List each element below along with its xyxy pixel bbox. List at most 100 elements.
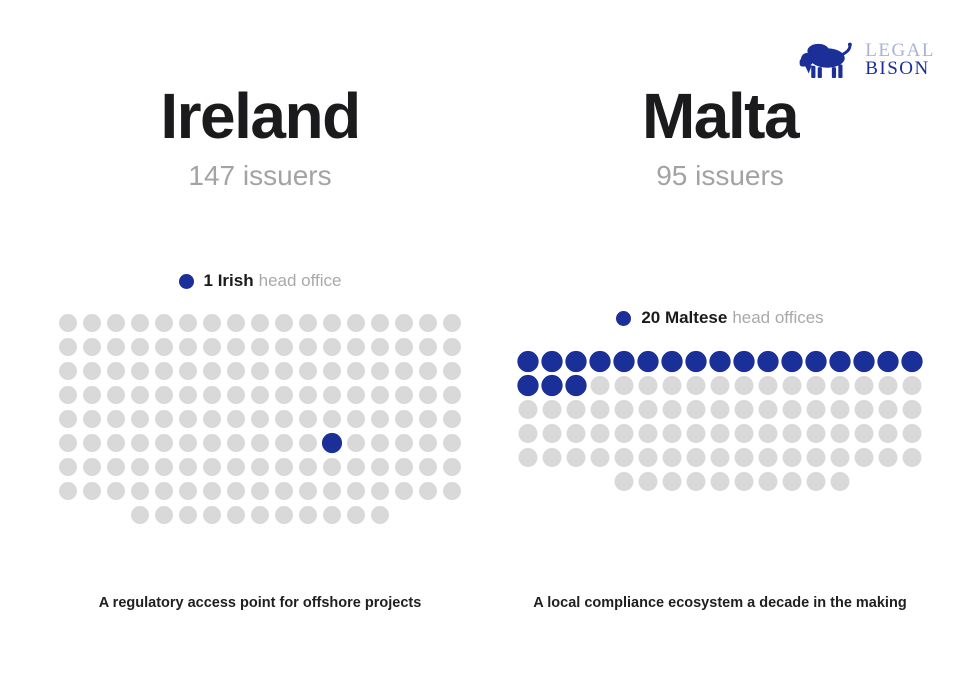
unit-dot <box>614 472 634 491</box>
unit-dot <box>59 338 77 356</box>
unit-dot <box>227 434 245 452</box>
unit-dot <box>854 424 874 443</box>
unit-dot <box>902 448 922 467</box>
legend-ireland: 1 Irish head office <box>15 271 505 291</box>
unit-dot <box>131 362 149 380</box>
unit-dot <box>686 448 706 467</box>
unit-dot <box>107 338 125 356</box>
unit-dot <box>782 376 802 395</box>
unit-dot <box>419 458 437 476</box>
unit-dot-highlight <box>541 350 563 373</box>
unit-dot <box>758 424 778 443</box>
unit-dot <box>662 424 682 443</box>
unit-dot <box>227 458 245 476</box>
unit-dot <box>710 376 730 395</box>
unit-dot <box>371 506 389 524</box>
unit-dot <box>854 400 874 419</box>
unit-dot <box>710 400 730 419</box>
unit-dot <box>299 386 317 404</box>
unit-dot <box>686 472 706 491</box>
unit-dot-highlight <box>541 374 563 397</box>
unit-dot <box>782 400 802 419</box>
unit-dot <box>203 506 221 524</box>
unit-dot <box>275 362 293 380</box>
unit-dot <box>590 376 610 395</box>
unit-dot-highlight <box>321 432 343 454</box>
unit-dot <box>227 338 245 356</box>
unit-dot <box>275 386 293 404</box>
unit-dot <box>590 448 610 467</box>
unit-dot <box>251 386 269 404</box>
unit-dot <box>299 410 317 428</box>
unit-dot <box>203 458 221 476</box>
unit-dot <box>806 472 826 491</box>
unit-dot <box>203 338 221 356</box>
unit-dot <box>662 448 682 467</box>
unit-dot <box>347 434 365 452</box>
unit-dot <box>395 386 413 404</box>
unit-dot <box>203 314 221 332</box>
unit-dot <box>155 386 173 404</box>
unit-dot-highlight <box>589 350 611 373</box>
unit-dot <box>323 362 341 380</box>
unit-dot-highlight <box>565 374 587 397</box>
logo-text-bison: BISON <box>865 58 930 79</box>
unit-dot <box>566 424 586 443</box>
unit-dot <box>323 338 341 356</box>
unit-dot <box>131 410 149 428</box>
unit-dot <box>83 458 101 476</box>
unit-dot <box>179 458 197 476</box>
dot-grid-malta <box>517 350 923 491</box>
legend-dot-icon <box>178 273 194 289</box>
unit-dot-highlight <box>853 350 875 373</box>
unit-dot <box>686 376 706 395</box>
unit-dot <box>443 362 461 380</box>
unit-dot <box>638 424 658 443</box>
unit-dot <box>638 376 658 395</box>
unit-dot <box>734 376 754 395</box>
unit-dot <box>179 362 197 380</box>
unit-dot <box>83 338 101 356</box>
unit-dot-highlight <box>805 350 827 373</box>
unit-dot-highlight <box>709 350 731 373</box>
unit-dot <box>614 400 634 419</box>
unit-dot <box>542 400 562 419</box>
unit-dot <box>323 506 341 524</box>
unit-dot <box>347 506 365 524</box>
unit-dot <box>395 314 413 332</box>
unit-dot <box>371 362 389 380</box>
unit-dot-highlight <box>637 350 659 373</box>
unit-dot <box>203 362 221 380</box>
unit-dot <box>686 400 706 419</box>
unit-dot-highlight <box>565 350 587 373</box>
unit-dot <box>275 434 293 452</box>
unit-dot <box>155 338 173 356</box>
unit-dot <box>395 338 413 356</box>
unit-dot <box>323 458 341 476</box>
unit-dot <box>155 458 173 476</box>
unit-dot <box>758 400 778 419</box>
unit-dot <box>443 338 461 356</box>
unit-dot <box>107 458 125 476</box>
legend-highlight-label: 20 Maltese <box>641 308 728 327</box>
bison-icon <box>799 42 853 79</box>
unit-dot <box>419 338 437 356</box>
unit-dot <box>395 362 413 380</box>
unit-dot <box>251 434 269 452</box>
unit-dot-highlight <box>517 374 539 397</box>
unit-dot <box>299 434 317 452</box>
logo-wordmark: LEGAL BISON <box>865 41 935 79</box>
caption-ireland: A regulatory access point for offshore p… <box>98 595 422 611</box>
unit-dot <box>443 386 461 404</box>
unit-dot <box>902 400 922 419</box>
caption-malta: A local compliance ecosystem a decade in… <box>533 595 907 611</box>
panel-ireland: Ireland 147 issuers 1 Irish head office A… <box>15 0 505 675</box>
unit-dot <box>131 458 149 476</box>
unit-dot <box>131 314 149 332</box>
unit-dot <box>830 424 850 443</box>
unit-dot <box>155 482 173 500</box>
unit-dot <box>275 314 293 332</box>
unit-dot-highlight <box>829 350 851 373</box>
unit-dot-highlight <box>661 350 683 373</box>
unit-dot <box>299 362 317 380</box>
